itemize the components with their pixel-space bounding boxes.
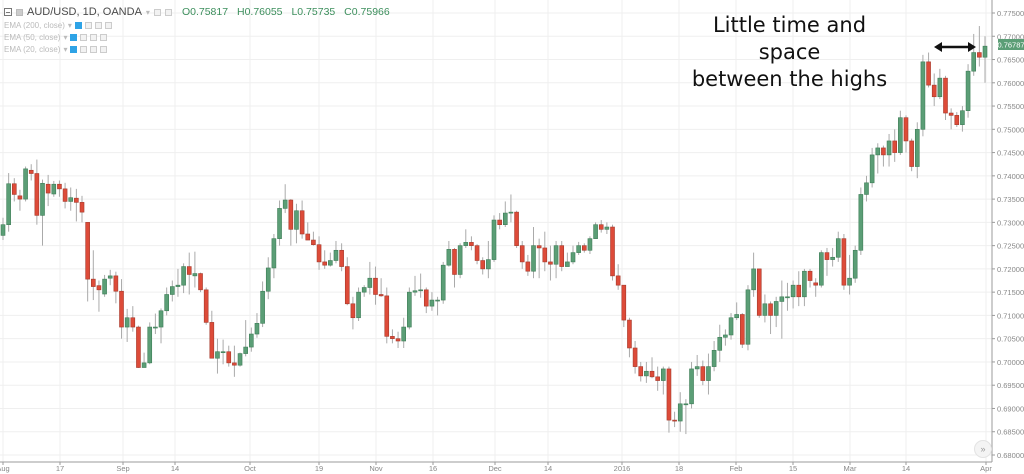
svg-text:Oct: Oct	[244, 464, 257, 473]
dropdown-icon[interactable]: ▾	[67, 21, 72, 30]
svg-text:0.74000: 0.74000	[997, 172, 1024, 181]
svg-text:19: 19	[315, 464, 323, 473]
ohlc-values: O0.75817 H0.76055 L0.75735 C0.75966	[182, 6, 396, 18]
high-value: H0.76055	[236, 6, 283, 18]
visibility-icon[interactable]	[80, 34, 88, 41]
indicator-ema-50[interactable]: EMA (50, close) ▾	[4, 32, 396, 43]
annotation-line-1: Little time and space	[712, 13, 867, 64]
svg-text:0.68000: 0.68000	[997, 451, 1024, 460]
close-icon[interactable]	[100, 34, 108, 41]
open-value: O0.75817	[181, 6, 229, 18]
svg-text:0.77000: 0.77000	[997, 32, 1024, 41]
close-icon[interactable]	[104, 22, 112, 29]
svg-text:Nov: Nov	[369, 464, 383, 473]
svg-text:Apr: Apr	[980, 464, 992, 473]
svg-text:Sep: Sep	[116, 464, 129, 473]
svg-text:0.72500: 0.72500	[997, 242, 1024, 251]
svg-text:Dec: Dec	[488, 464, 502, 473]
svg-text:14: 14	[902, 464, 910, 473]
settings-icon[interactable]	[70, 34, 78, 41]
svg-text:0.68500: 0.68500	[997, 428, 1024, 437]
svg-text:Mar: Mar	[844, 464, 857, 473]
time-axis[interactable]: Aug 17 Sep 14 Oct 19 Nov 16 Dec 14 2016 18 Feb 15 Mar 1…	[0, 461, 992, 473]
svg-text:0.69500: 0.69500	[997, 381, 1024, 390]
symbol-color-icon	[16, 8, 23, 16]
add-icon[interactable]	[164, 8, 172, 16]
svg-text:Feb: Feb	[730, 464, 743, 473]
svg-text:18: 18	[675, 464, 683, 473]
svg-text:0.75000: 0.75000	[997, 125, 1024, 134]
dropdown-icon[interactable]: ▾	[145, 7, 150, 17]
settings-icon[interactable]	[74, 22, 82, 29]
svg-text:0.71500: 0.71500	[997, 288, 1024, 297]
svg-text:0.76500: 0.76500	[997, 56, 1024, 65]
svg-text:0.70000: 0.70000	[997, 358, 1024, 367]
svg-text:0.71000: 0.71000	[997, 311, 1024, 320]
close-value: C0.75966	[344, 6, 390, 18]
add-icon[interactable]	[94, 22, 102, 29]
indicator-label: EMA (50, close)	[4, 33, 61, 42]
candles	[0, 26, 988, 435]
dropdown-icon[interactable]: ▾	[63, 45, 68, 54]
scroll-to-realtime-button[interactable]: »	[974, 440, 992, 458]
annotation-text: Little time and space between the highs	[682, 12, 897, 93]
annotation-line-2: between the highs	[691, 67, 888, 91]
low-value: L0.75735	[291, 6, 336, 18]
svg-text:0.70500: 0.70500	[997, 335, 1024, 344]
indicator-ema-20[interactable]: EMA (20, close) ▾	[4, 44, 396, 55]
svg-text:0.74500: 0.74500	[997, 149, 1024, 158]
symbol-title[interactable]: AUD/USD, 1D, OANDA	[27, 6, 142, 18]
settings-icon[interactable]	[70, 46, 78, 53]
price-axis[interactable]: 0.77500 0.77000 0.76500 0.76000 0.75500 0.750…	[991, 0, 1024, 462]
svg-text:0.73000: 0.73000	[997, 218, 1024, 227]
add-icon[interactable]	[90, 46, 98, 53]
svg-text:0.77500: 0.77500	[997, 9, 1024, 18]
visibility-icon[interactable]	[84, 22, 92, 29]
svg-text:0.76000: 0.76000	[997, 79, 1024, 88]
svg-text:16: 16	[429, 464, 437, 473]
svg-text:Aug: Aug	[0, 464, 10, 473]
svg-text:0.76787: 0.76787	[997, 41, 1024, 50]
visibility-icon[interactable]	[80, 46, 88, 53]
svg-text:2016: 2016	[614, 464, 631, 473]
collapse-icon[interactable]	[4, 8, 12, 16]
double-arrow-icon	[934, 42, 976, 52]
close-icon[interactable]	[100, 46, 108, 53]
svg-text:14: 14	[544, 464, 552, 473]
add-icon[interactable]	[90, 34, 98, 41]
svg-text:0.75500: 0.75500	[997, 102, 1024, 111]
svg-text:14: 14	[171, 464, 179, 473]
settings-icon[interactable]	[153, 8, 161, 16]
chart-grid	[0, 0, 992, 462]
indicator-ema-200[interactable]: EMA (200, close) ▾	[4, 20, 396, 31]
last-price-label: 0.76787	[997, 39, 1024, 50]
dropdown-icon[interactable]: ▾	[63, 33, 68, 42]
svg-text:0.69000: 0.69000	[997, 404, 1024, 413]
chart-legend: AUD/USD, 1D, OANDA ▾ O0.75817 H0.76055 L…	[4, 5, 396, 55]
indicator-label: EMA (200, close)	[4, 21, 65, 30]
indicator-label: EMA (20, close)	[4, 45, 61, 54]
svg-text:17: 17	[56, 464, 64, 473]
svg-text:15: 15	[789, 464, 797, 473]
svg-text:0.73500: 0.73500	[997, 195, 1024, 204]
svg-text:0.72000: 0.72000	[997, 265, 1024, 274]
